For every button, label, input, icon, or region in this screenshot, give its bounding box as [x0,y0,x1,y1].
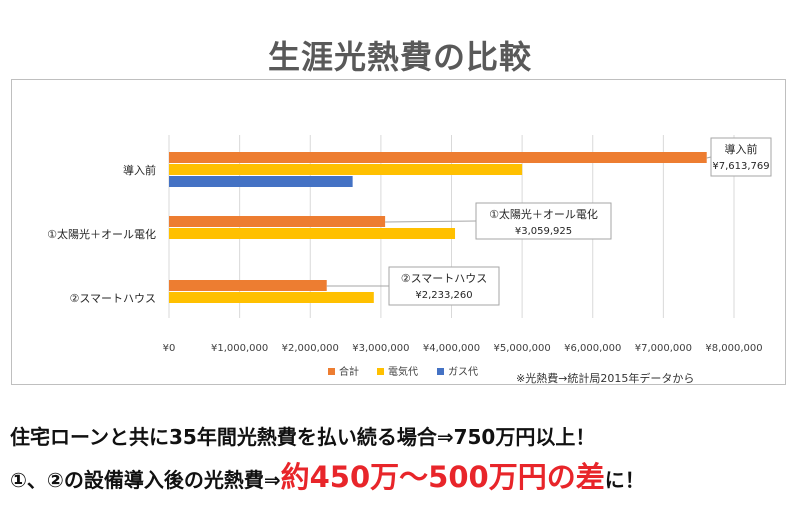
bar [169,216,386,227]
callout-value: ¥3,059,925 [515,226,572,237]
summary-line-2: ①、②の設備導入後の光熱費⇒約450万～500万円の差に！ [10,457,645,500]
source-note: ※光熱費→統計局2015年データから [516,372,695,385]
bar [169,228,456,239]
legend-label: 電気代 [388,365,418,378]
x-tick-label: ¥0 [163,343,176,354]
bar [169,176,353,187]
callout-box [388,266,500,306]
x-tick-label: ¥6,000,000 [564,343,621,354]
chart-title: 生涯光熱費の比較 [267,38,532,76]
callout-box [710,137,772,177]
callout-leader [385,220,477,223]
legend-label: ガス代 [448,366,478,378]
callout-label: ②スマートハウス [401,272,488,285]
callout-box [475,202,612,240]
callout-label: 導入前 [725,142,758,156]
summary-line-2-emphasis: 約450万～500万円の差 [280,460,605,494]
callout-leader [706,156,712,159]
legend-swatch [437,368,444,375]
summary-line-1: 住宅ローンと共に35年間光熱費を払い続る場合⇒750万円以上！ [10,425,596,449]
callout-label: ①太陽光＋オール電化 [489,207,598,221]
legend-swatch [377,368,384,375]
x-tick-label: ¥2,000,000 [282,343,339,354]
x-tick-label: ¥8,000,000 [705,343,762,354]
summary-line-2-suffix: に！ [604,468,645,492]
chart-frame [11,79,786,385]
x-tick-label: ¥1,000,000 [211,343,268,354]
x-tick-label: ¥3,000,000 [352,343,409,354]
x-tick-label: ¥7,000,000 [635,343,692,354]
x-tick-label: ¥4,000,000 [423,343,480,354]
callout-value: ¥2,233,260 [415,290,472,301]
category-label: ①太陽光＋オール電化 [47,227,156,241]
summary-line-2-prefix: ①、②の設備導入後の光熱費⇒ [10,468,281,492]
bar [169,292,374,303]
x-tick-label: ¥5,000,000 [493,343,550,354]
legend-swatch [328,368,335,375]
bar [169,280,327,291]
category-label: 導入前 [123,163,156,177]
category-label: ②スマートハウス [69,292,156,305]
bar-chart: ¥0 ¥1,000,000 ¥2,000,000 ¥3,000,000 ¥4,000,0… [47,135,772,378]
legend-label: 合計 [339,365,359,378]
bar [169,152,707,163]
callout-value: ¥7,613,769 [712,161,769,172]
bar [169,164,523,175]
